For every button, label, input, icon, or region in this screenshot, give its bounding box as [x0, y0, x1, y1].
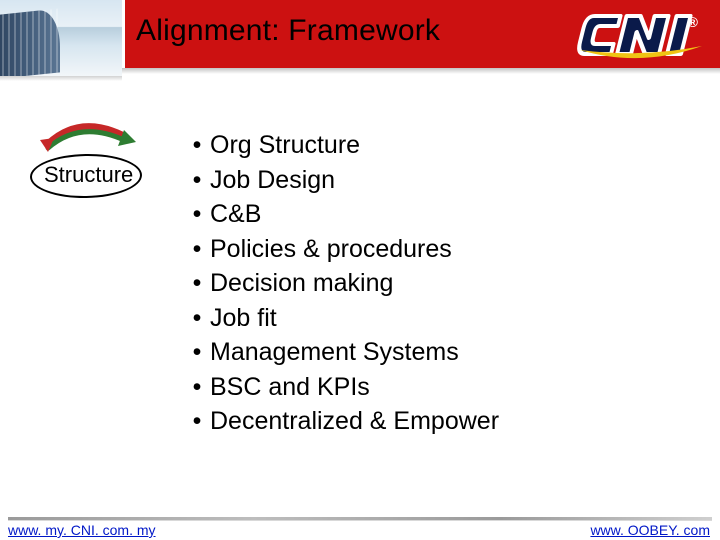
bullet-marker-icon: •	[184, 404, 210, 439]
list-item: •Decentralized & Empower	[184, 404, 684, 439]
footer-link-right[interactable]: www. OOBEY. com	[590, 522, 710, 538]
bullet-text: Decision making	[210, 266, 393, 301]
bullet-text: Org Structure	[210, 128, 360, 163]
list-item: •Decision making	[184, 266, 684, 301]
header-shadow-left	[0, 76, 122, 81]
list-item: •C&B	[184, 197, 684, 232]
bullet-marker-icon: •	[184, 370, 210, 405]
bullet-marker-icon: •	[184, 266, 210, 301]
bullet-text: Management Systems	[210, 335, 459, 370]
slide-header: Alignment: Framework ®	[0, 0, 720, 76]
list-item: •Job fit	[184, 301, 684, 336]
bullet-text: BSC and KPIs	[210, 370, 370, 405]
list-item: •Org Structure	[184, 128, 684, 163]
bullet-text: Policies & procedures	[210, 232, 452, 267]
slide: Alignment: Framework ®	[0, 0, 720, 540]
list-item: •Management Systems	[184, 335, 684, 370]
registered-mark-icon: ®	[688, 14, 698, 30]
bullet-marker-icon: •	[184, 197, 210, 232]
structure-label: Structure	[44, 162, 133, 188]
bullet-text: Decentralized & Empower	[210, 404, 499, 439]
header-photo	[0, 0, 122, 76]
bullet-marker-icon: •	[184, 232, 210, 267]
building-graphic	[0, 8, 60, 76]
page-title: Alignment: Framework	[136, 14, 440, 48]
bullet-text: Job fit	[210, 301, 277, 336]
structure-callout: Structure	[16, 124, 166, 214]
slide-footer: www. my. CNI. com. my www. OOBEY. com	[0, 510, 720, 540]
bullet-list: •Org Structure •Job Design •C&B •Policie…	[184, 128, 684, 439]
list-item: •Policies & procedures	[184, 232, 684, 267]
header-shadow	[122, 68, 720, 74]
bullet-marker-icon: •	[184, 128, 210, 163]
header-divider	[122, 0, 125, 76]
bullet-text: C&B	[210, 197, 261, 232]
footer-rule	[8, 517, 712, 520]
bullet-marker-icon: •	[184, 301, 210, 336]
bullet-marker-icon: •	[184, 163, 210, 198]
brand-logo: ®	[576, 10, 704, 62]
list-item: •Job Design	[184, 163, 684, 198]
bullet-marker-icon: •	[184, 335, 210, 370]
footer-link-left[interactable]: www. my. CNI. com. my	[8, 522, 156, 538]
bullet-text: Job Design	[210, 163, 335, 198]
list-item: •BSC and KPIs	[184, 370, 684, 405]
